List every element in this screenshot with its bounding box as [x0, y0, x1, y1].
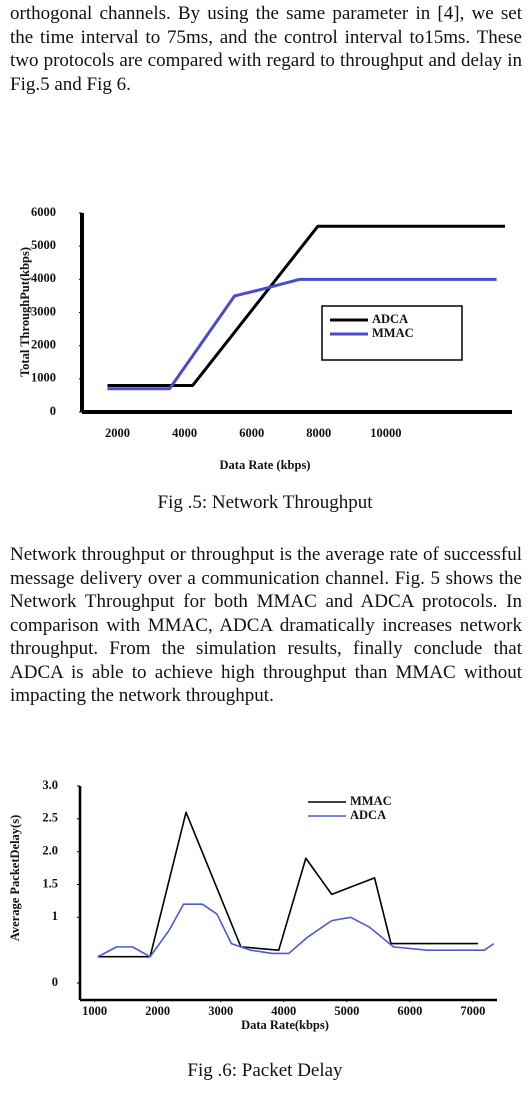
x-tick-label: 2000 [105, 426, 130, 440]
y-tick-label: 6000 [31, 205, 56, 219]
y-axis-title: Total ThroughPut(kbps) [18, 247, 32, 377]
x-tick-label: 5000 [334, 1004, 359, 1018]
x-tick-label: 4000 [172, 426, 197, 440]
legend-label: ADCA [350, 808, 386, 822]
legend-label: ADCA [372, 312, 408, 326]
x-tick-label: 4000 [271, 1004, 296, 1018]
series-line [107, 224, 505, 387]
x-tick-label: 1000 [82, 1004, 107, 1018]
y-tick-label: 1 [52, 909, 58, 923]
x-tick-label: 6000 [397, 1004, 422, 1018]
x-tick-label: 7000 [460, 1004, 485, 1018]
paragraph: orthogonal channels. By using the same p… [10, 3, 522, 95]
x-tick-label: 6000 [239, 426, 264, 440]
y-tick-label: 0 [52, 975, 58, 989]
x-tick-label: 3000 [208, 1004, 233, 1018]
legend-label: MMAC [350, 794, 392, 808]
y-tick-label: 0 [50, 404, 56, 418]
x-axis-title: Data Rate(kbps) [241, 1018, 329, 1032]
y-tick-label: 2.0 [42, 844, 58, 858]
y-tick-label: 3.0 [42, 778, 58, 792]
legend-box [321, 305, 463, 361]
x-tick-label: 8000 [306, 426, 331, 440]
y-tick-label: 2.5 [42, 811, 58, 825]
y-tick-label: 4000 [31, 271, 56, 285]
series-line [107, 277, 497, 391]
y-tick-label: 2000 [31, 338, 56, 352]
y-tick-label: 3000 [31, 304, 56, 318]
caption: Fig .5: Network Throughput [157, 492, 373, 513]
y-tick-label: 1000 [31, 371, 56, 385]
y-tick-label: 5000 [31, 238, 56, 252]
paragraph: Network throughput or throughput is the … [10, 544, 522, 706]
legend-label: MMAC [372, 326, 414, 340]
y-axis-title: Average PacketDelay(s) [8, 815, 22, 941]
series-line [97, 811, 478, 958]
series-line [97, 903, 495, 958]
caption: Fig .6: Packet Delay [187, 1060, 343, 1081]
y-tick-label: 1.5 [42, 876, 58, 890]
x-axis-title: Data Rate (kbps) [220, 458, 311, 472]
x-tick-label: 10000 [370, 426, 401, 440]
x-tick-label: 2000 [145, 1004, 170, 1018]
